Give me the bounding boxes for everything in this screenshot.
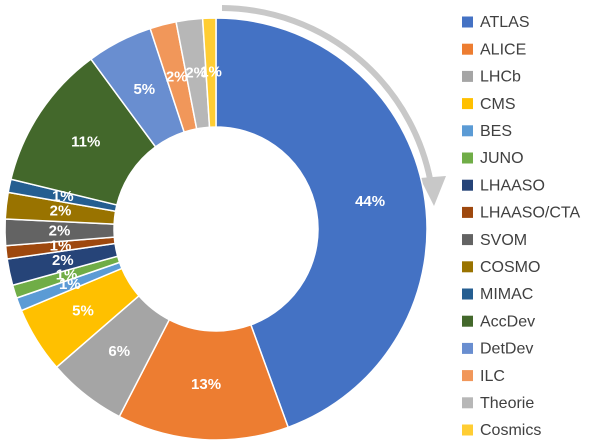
value-label: 2% [185, 65, 207, 82]
legend-label: COSMO [480, 259, 540, 276]
value-label: 2% [52, 252, 74, 269]
value-label: 13% [191, 376, 221, 393]
legend-label: Theorie [480, 395, 534, 412]
legend-swatch [462, 342, 473, 354]
value-label: 2% [166, 68, 188, 85]
legend-label: LHCb [480, 69, 521, 86]
legend-label: BES [480, 123, 512, 140]
legend-label: AccDev [480, 313, 535, 330]
legend-label: ILC [480, 368, 505, 385]
value-label: 6% [108, 343, 130, 360]
legend-swatch [462, 179, 473, 191]
legend-swatch [462, 315, 473, 327]
legend-label: ALICE [480, 41, 526, 58]
value-label: 5% [133, 81, 155, 98]
legend-swatch [462, 397, 473, 409]
legend-label: LHAASO [480, 177, 545, 194]
legend-label: DetDev [480, 341, 533, 358]
value-label: 2% [49, 222, 71, 239]
legend-swatch [462, 261, 473, 273]
value-label: 2% [50, 203, 72, 220]
value-label: 44% [355, 193, 385, 210]
legend-swatch [462, 98, 473, 110]
value-label: 1% [50, 237, 72, 254]
legend-swatch [462, 70, 473, 82]
legend-swatch [462, 206, 473, 218]
legend-swatch [462, 370, 473, 382]
legend-swatch [462, 43, 473, 55]
legend-label: JUNO [480, 150, 524, 167]
legend-label: MIMAC [480, 286, 533, 303]
value-label: 1% [56, 266, 78, 283]
legend-label: LHAASO/CTA [480, 205, 581, 222]
legend-label: CMS [480, 96, 516, 113]
donut-segment [215, 17, 428, 429]
legend-label: ATLAS [480, 14, 530, 31]
value-label: 11% [71, 133, 100, 150]
value-label: 1% [52, 188, 74, 205]
donut-segment [118, 318, 290, 441]
legend-label: SVOM [480, 232, 527, 249]
legend-swatch [462, 288, 473, 300]
legend-swatch [462, 234, 473, 246]
legend-swatch [462, 125, 473, 137]
value-label: 1% [200, 64, 222, 81]
value-label: 1% [59, 276, 81, 293]
legend-swatch [462, 152, 473, 164]
value-label: 5% [72, 302, 94, 319]
legend-label: Cosmics [480, 422, 541, 439]
rotation-arrow [221, 5, 446, 206]
legend-swatch [462, 16, 473, 28]
legend-swatch [462, 424, 473, 436]
donut-segment [201, 17, 217, 129]
